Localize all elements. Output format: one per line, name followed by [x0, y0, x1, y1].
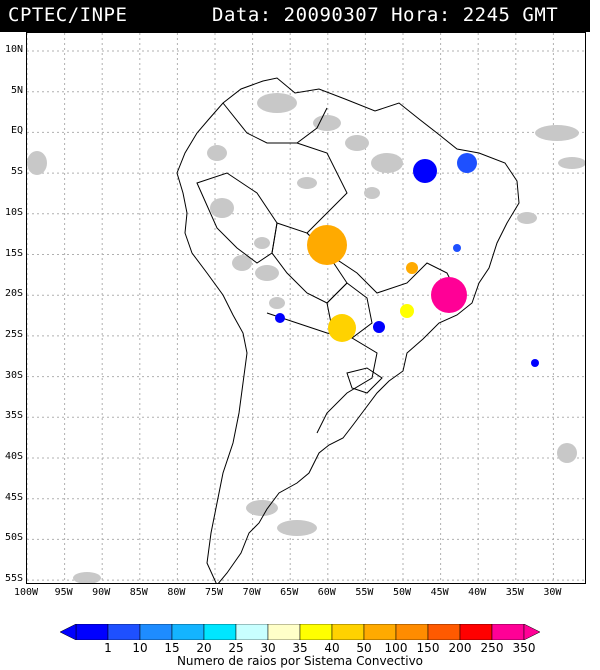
lat-label: 50S	[4, 532, 23, 544]
lon-label: 60W	[317, 587, 336, 598]
legend-value: 10	[132, 641, 148, 655]
lat-label: 5S	[10, 166, 23, 178]
storm-cluster	[406, 262, 418, 274]
lon-label: 90W	[92, 587, 111, 598]
color-legend	[60, 624, 540, 640]
peru-border	[196, 172, 278, 264]
legend-value: 20	[196, 641, 212, 655]
lon-label: 35W	[505, 587, 524, 598]
storm-cluster	[307, 225, 347, 265]
lat-label: 5N	[10, 84, 23, 96]
legend-value: 40	[324, 641, 340, 655]
brazil-border	[296, 142, 458, 294]
lon-label: 30W	[543, 587, 562, 598]
convective-systems	[275, 153, 539, 367]
legend-swatch	[235, 624, 269, 640]
storm-cluster	[413, 159, 437, 183]
legend-caption: Numero de raios por Sistema Convectivo	[176, 654, 424, 668]
uruguay-border	[346, 367, 383, 394]
legend-swatch	[363, 624, 397, 640]
cloud-cover	[27, 93, 585, 583]
title-bar: CPTEC/INPE Data: 20090307 Hora: 2245 GMT	[0, 0, 590, 32]
storm-cluster	[431, 277, 467, 313]
lat-label: 35S	[4, 410, 23, 422]
lat-label: 30S	[4, 369, 23, 381]
legend-value: 150	[416, 641, 440, 655]
lon-label: 75W	[204, 587, 224, 598]
legend-swatch	[171, 624, 205, 640]
legend-value: 1	[104, 641, 112, 655]
source-label: CPTEC/INPE	[8, 4, 128, 26]
storm-cluster	[373, 321, 385, 333]
lat-label: EQ	[10, 125, 23, 137]
storm-cluster	[400, 304, 414, 318]
lat-label: 45S	[4, 491, 23, 503]
storm-cluster	[457, 153, 477, 173]
lon-label: 85W	[129, 587, 148, 598]
lon-label: 80W	[167, 587, 186, 598]
legend-swatch	[427, 624, 461, 640]
storm-cluster	[275, 313, 285, 323]
lat-label: 10N	[4, 44, 23, 55]
lon-label: 45W	[430, 587, 449, 598]
legend-arrow-left	[60, 624, 77, 640]
legend-swatch	[139, 624, 173, 640]
datetime-label: Data: 20090307 Hora: 2245 GMT	[212, 4, 559, 26]
lon-label: 65W	[280, 587, 299, 598]
storm-cluster	[453, 244, 461, 252]
lon-label: 40W	[468, 587, 487, 598]
map-frame	[26, 32, 586, 584]
legend-swatch	[459, 624, 493, 640]
legend-swatch	[491, 624, 525, 640]
legend-swatch	[75, 624, 109, 640]
legend-arrow-right	[523, 624, 540, 640]
legend-value: 15	[164, 641, 180, 655]
legend-swatch	[395, 624, 429, 640]
storm-cluster	[531, 359, 539, 367]
legend-swatch	[107, 624, 141, 640]
lightning-map	[27, 33, 585, 583]
lon-label: 100W	[13, 587, 39, 598]
lat-label: 55S	[4, 573, 23, 585]
lon-label: 50W	[392, 587, 412, 598]
legend-value: 250	[480, 641, 504, 655]
legend-value: 350	[512, 641, 536, 655]
storm-cluster	[328, 314, 356, 342]
lon-label: 55W	[355, 587, 374, 598]
legend-swatch	[267, 624, 301, 640]
legend-swatch	[299, 624, 333, 640]
legend-value: 200	[448, 641, 472, 655]
lat-lon-grid	[27, 33, 585, 583]
lat-label: 15S	[4, 247, 23, 259]
lat-label: 25S	[4, 328, 23, 340]
legend-value: 25	[228, 641, 244, 655]
south-america-coastline	[176, 77, 520, 583]
legend-swatch	[203, 624, 237, 640]
legend-swatch	[331, 624, 365, 640]
legend-value: 50	[356, 641, 372, 655]
lat-label: 20S	[4, 288, 23, 300]
lon-label: 70W	[242, 587, 261, 598]
colombia-venezuela-border	[222, 102, 328, 144]
legend-value: 35	[292, 641, 308, 655]
lon-label: 95W	[54, 587, 73, 598]
argentina-border	[266, 312, 378, 434]
legend-value: 30	[260, 641, 276, 655]
legend-value: 100	[384, 641, 408, 655]
lat-label: 10S	[4, 206, 23, 218]
lat-label: 40S	[4, 451, 23, 462]
